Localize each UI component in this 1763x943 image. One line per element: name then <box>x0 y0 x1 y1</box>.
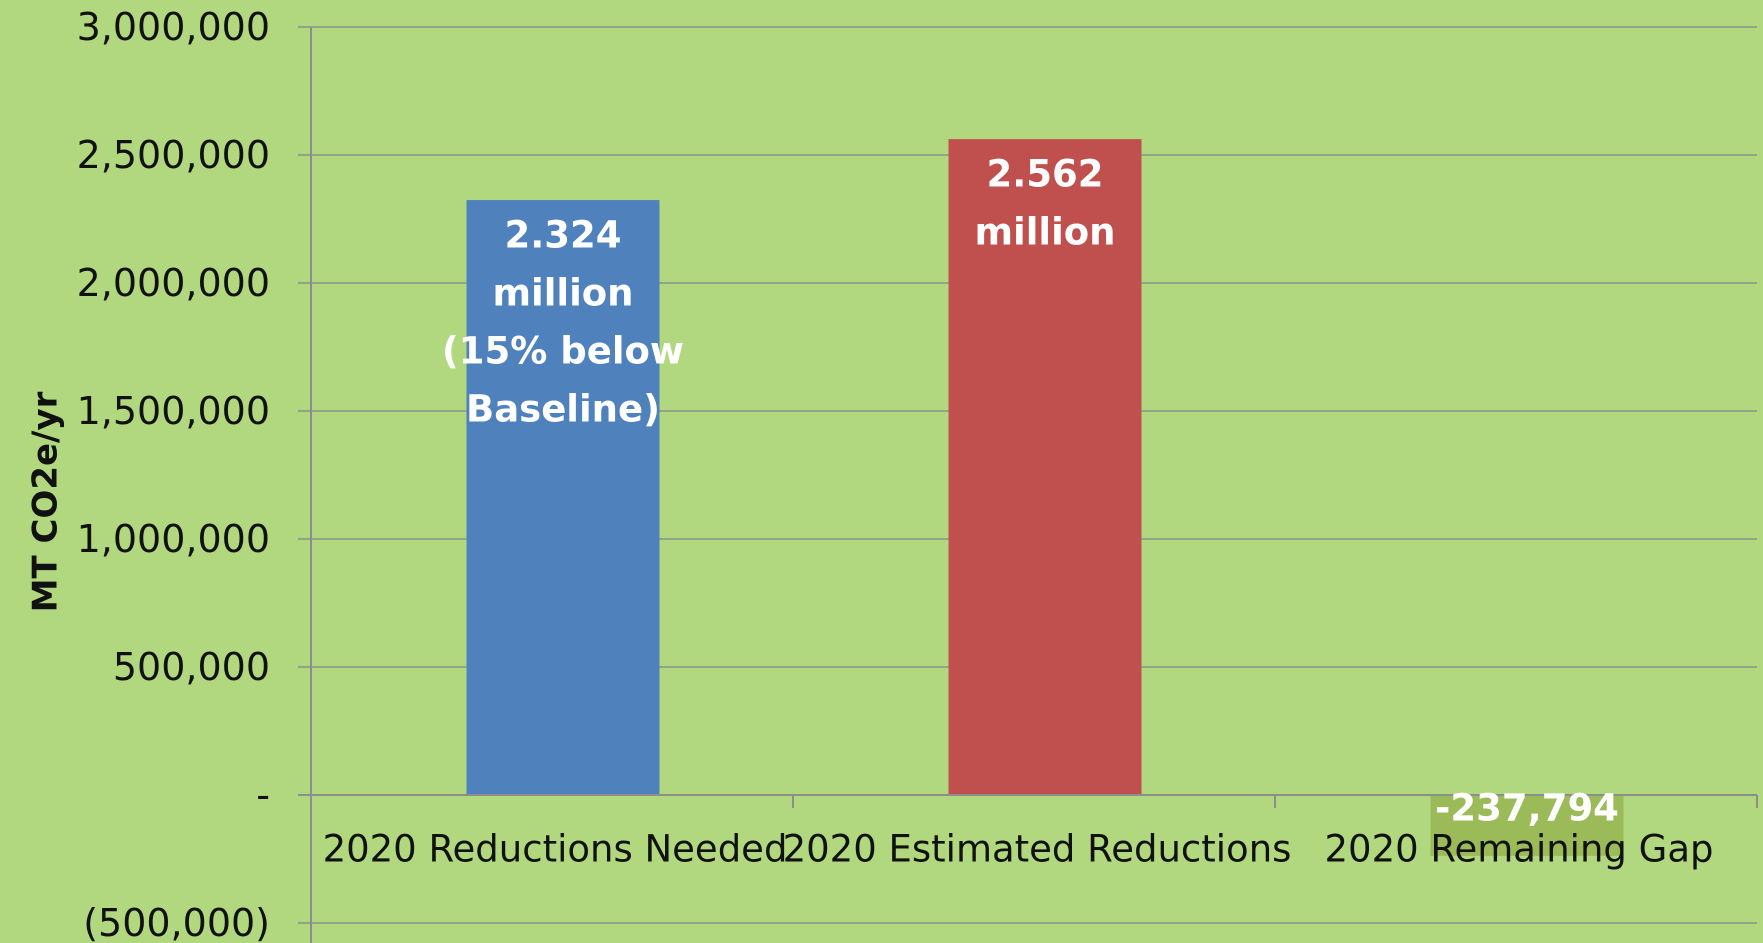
y-tick-label: (500,000) <box>83 901 270 943</box>
y-tick-label: 1,500,000 <box>77 389 270 433</box>
axes <box>298 26 1758 943</box>
data-label: -237,794 <box>1435 787 1619 830</box>
data-label: (15% below <box>442 330 684 373</box>
bar <box>1430 795 1624 856</box>
category-label: 2020 Remaining Gap <box>1325 828 1714 871</box>
y-tick-label: 1,000,000 <box>77 517 270 561</box>
data-label: 2.562 <box>986 153 1103 196</box>
y-tick-label: 2,000,000 <box>77 261 270 305</box>
category-label: 2020 Reductions Needed <box>323 828 788 871</box>
y-tick-labels: 3,000,000 2,500,000 2,000,000 1,500,000 1,00… <box>77 5 270 943</box>
data-label: 2.324 <box>504 214 621 257</box>
data-label: million <box>974 211 1115 254</box>
y-tick-label: 2,500,000 <box>77 133 270 177</box>
y-tick-label: - <box>256 773 270 817</box>
bar <box>466 200 660 795</box>
data-label: Baseline) <box>466 388 660 431</box>
y-tick-label: 3,000,000 <box>77 5 270 49</box>
bar <box>948 139 1142 796</box>
data-labels: 2.324 million (15% below Baseline) 2.562 mill… <box>442 153 1619 830</box>
y-axis-label: MT CO2e/yr <box>26 391 66 612</box>
bars <box>466 139 1624 856</box>
category-label: 2020 Estimated Reductions <box>783 828 1292 871</box>
data-label: million <box>492 272 633 315</box>
y-tick-label: 500,000 <box>113 645 270 689</box>
